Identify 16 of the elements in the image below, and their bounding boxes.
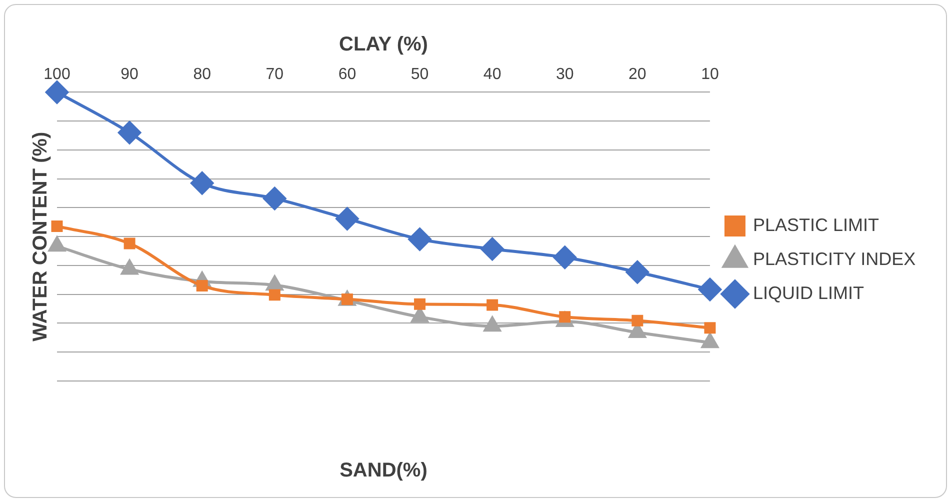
x-tick-label: 10	[701, 66, 719, 84]
x-tick-label: 20	[628, 66, 646, 84]
x-tick-label: 30	[556, 66, 574, 84]
x-tick-label: 70	[266, 66, 284, 84]
x-tick-label: 50	[410, 66, 429, 84]
legend-label: PLASTICITY INDEX	[752, 248, 916, 269]
x-tick-label: 100	[44, 66, 70, 84]
legend-label: PLASTIC LIMIT	[752, 214, 879, 235]
x-tick-label: 60	[338, 66, 356, 84]
y-axis-title: WATER CONTENT (%)	[30, 132, 52, 342]
x2-axis-title: CLAY (%)	[339, 34, 428, 56]
legend-label: LIQUID LIMIT	[752, 282, 864, 303]
x-tick-label: 90	[120, 66, 139, 84]
x-tick-label: 80	[193, 66, 212, 84]
x-tick-label: 40	[483, 66, 502, 84]
x-axis-title: SAND(%)	[340, 460, 428, 482]
